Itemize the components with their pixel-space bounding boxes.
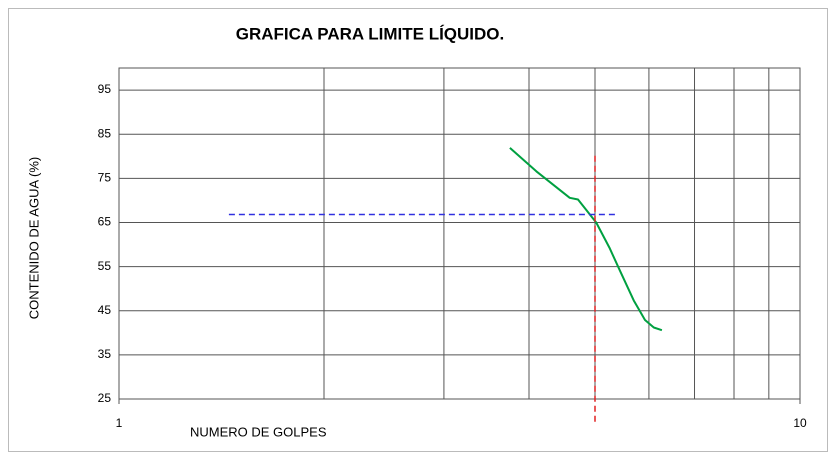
chart-title: GRAFICA PARA LIMITE LÍQUIDO. (236, 24, 505, 43)
x-tick-label: 10 (793, 416, 807, 430)
series-line (509, 147, 663, 332)
y-axis-label: CONTENIDO DE AGUA (%) (26, 157, 41, 320)
y-tick-label: 75 (98, 171, 112, 185)
frame (8, 8, 828, 452)
y-tick-label: 95 (98, 82, 112, 96)
y-tick-label: 65 (98, 215, 112, 229)
y-tick-label: 45 (98, 303, 112, 317)
y-tick-label: 25 (98, 391, 112, 405)
y-tick-label: 55 (98, 259, 112, 273)
x-tick-label: 1 (116, 416, 123, 430)
y-tick-label: 85 (98, 126, 112, 140)
x-axis-label: NUMERO DE GOLPES (190, 424, 327, 439)
y-tick-label: 35 (98, 347, 112, 361)
plot-area (118, 67, 801, 400)
